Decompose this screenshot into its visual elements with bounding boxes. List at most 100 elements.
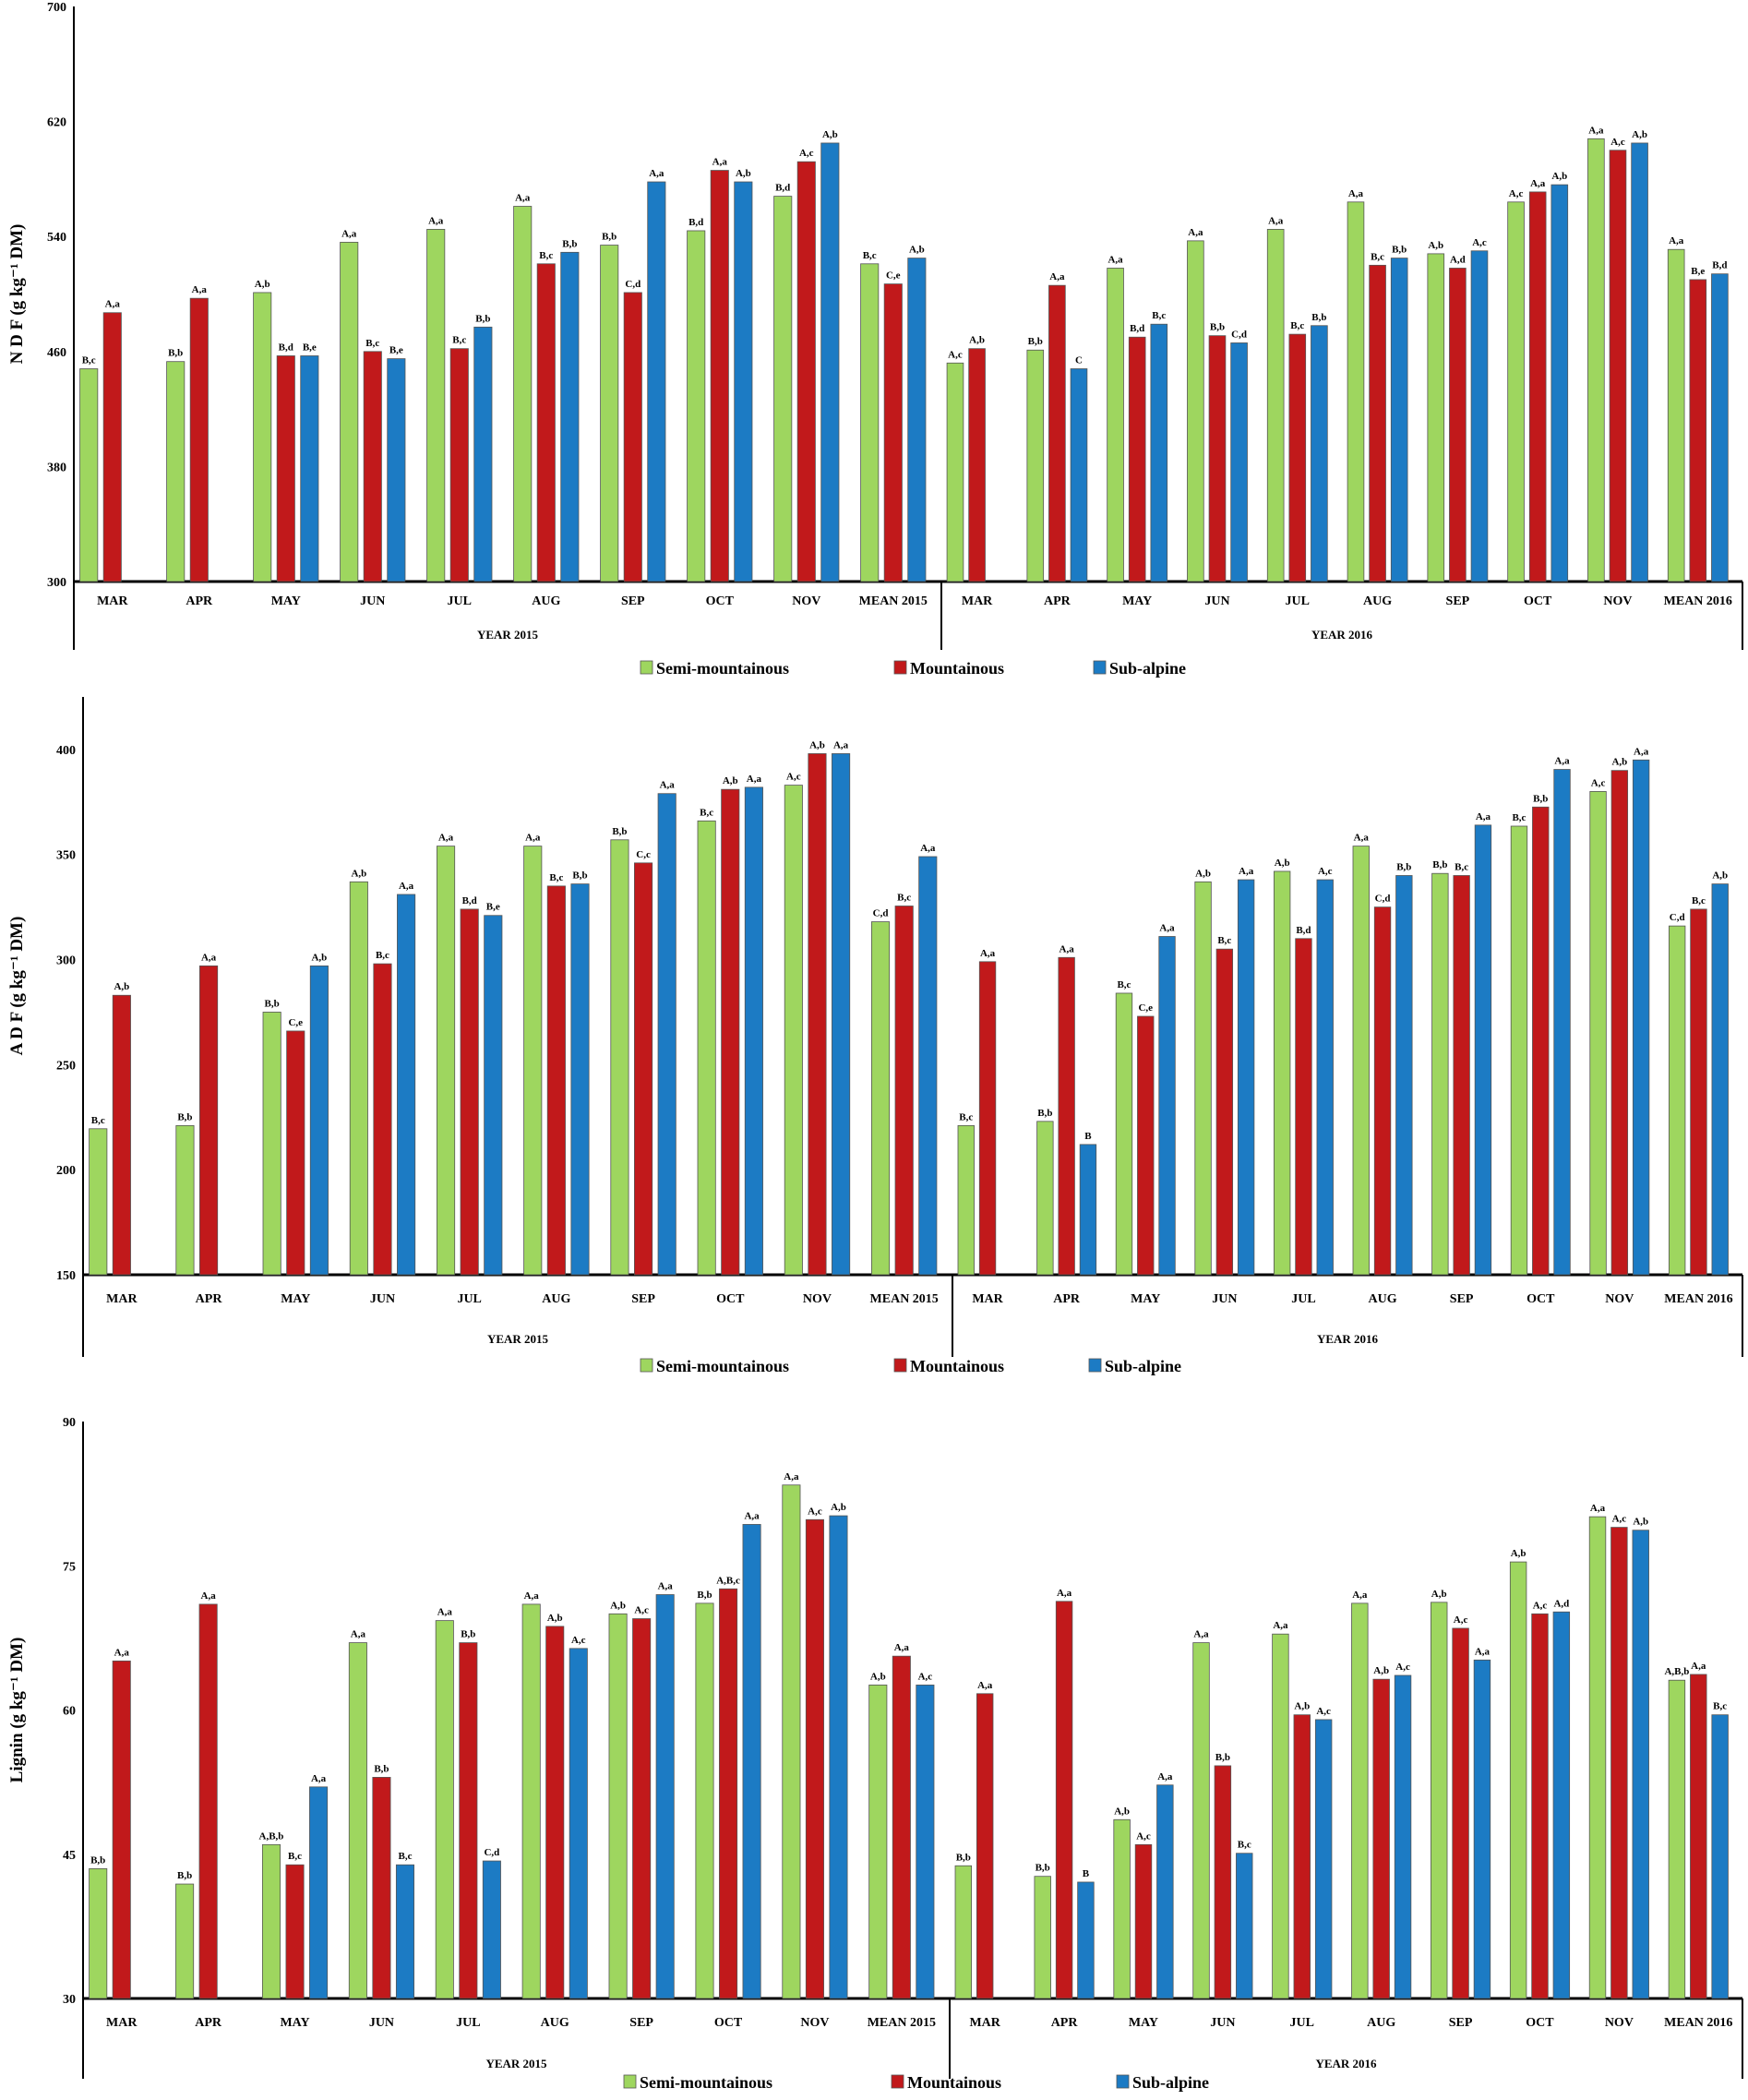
bar-semi-mountainous (348, 1642, 367, 1999)
significance-label: A,a (1590, 1503, 1606, 1514)
significance-label: A,B,c (716, 1575, 740, 1586)
significance-label: A,b (822, 129, 838, 140)
bar-sub-alpine (482, 1860, 501, 1999)
category-label: OCT (1524, 594, 1552, 608)
bar-semi-mountainous (1272, 1633, 1289, 1999)
bar-semi-mountainous (436, 846, 456, 1276)
bar-mountainous (536, 263, 556, 582)
bar-mountainous (1610, 1527, 1628, 1999)
significance-label: A,b (1633, 1517, 1648, 1528)
year-label: YEAR 2016 (1317, 1332, 1379, 1346)
bar-semi-mountainous (870, 921, 891, 1276)
significance-label: A,b (1294, 1701, 1310, 1712)
bar-sub-alpine (1552, 1611, 1571, 1999)
significance-label: B,c (700, 807, 713, 818)
bar-sub-alpine (560, 251, 580, 582)
bar-mountainous (634, 862, 653, 1276)
significance-label: A,c (1472, 237, 1487, 248)
bar-sub-alpine (916, 1685, 935, 1999)
significance-label: A,c (1136, 1830, 1151, 1842)
y-tick-label: 90 (63, 1416, 76, 1430)
significance-label: B,c (863, 250, 877, 261)
y-tick-label: 540 (47, 231, 66, 245)
bar-semi-mountainous (523, 846, 543, 1276)
bar-mountainous (710, 170, 729, 582)
significance-label: A,a (1588, 125, 1604, 136)
significance-label: A,a (1530, 178, 1546, 189)
category-label: AUG (1368, 1292, 1396, 1306)
bar-mountainous (189, 297, 209, 582)
significance-label: A,b (736, 168, 751, 179)
bar-mountainous (1058, 956, 1075, 1276)
significance-label: A,a (1193, 1629, 1209, 1640)
category-label: MAY (1129, 2016, 1158, 2030)
bar-semi-mountainous (610, 839, 629, 1276)
legend-label: Mountainous (910, 1357, 1004, 1375)
significance-label: A,a (1354, 833, 1370, 844)
significance-label: C,d (625, 279, 641, 290)
category-label: APR (196, 1292, 223, 1306)
bar-mountainous (1531, 1613, 1549, 1999)
significance-label: A,b (969, 335, 985, 346)
bar-sub-alpine (569, 1648, 588, 1999)
bar-sub-alpine (907, 258, 927, 582)
bar-semi-mountainous (1351, 1602, 1369, 1999)
year-label: YEAR 2016 (1315, 2057, 1377, 2070)
bar-mountainous (1214, 1765, 1232, 1999)
significance-label: A,c (918, 1671, 933, 1682)
legend-swatch (1116, 2074, 1130, 2089)
legend-swatch (623, 2074, 637, 2089)
bar-sub-alpine (1632, 1530, 1649, 1999)
significance-label: B,c (398, 1851, 412, 1862)
bar-sub-alpine (918, 856, 938, 1276)
significance-label: A,a (747, 774, 762, 785)
significance-label: B,c (452, 335, 466, 346)
category-label: NOV (1605, 1292, 1634, 1306)
bar-sub-alpine (1236, 1853, 1253, 1999)
significance-label: B,c (959, 1111, 973, 1122)
category-label: MAR (972, 1292, 1003, 1306)
category-label: APR (186, 594, 213, 608)
significance-label: A,b (1632, 129, 1647, 140)
significance-label: A,b (547, 1613, 563, 1624)
significance-label: A,b (1195, 868, 1211, 879)
bar-semi-mountainous (175, 1124, 195, 1276)
bar-mountainous (976, 1693, 994, 1999)
significance-label: A,a (1691, 1661, 1706, 1672)
bar-semi-mountainous (513, 206, 533, 582)
category-label: APR (195, 2016, 222, 2030)
bar-semi-mountainous (1352, 846, 1370, 1276)
bar-sub-alpine (829, 1515, 848, 1999)
bar-mountainous (1288, 333, 1307, 582)
bar-mountainous (363, 351, 382, 582)
bar-semi-mountainous (1509, 1561, 1527, 1999)
category-label: NOV (1605, 2016, 1634, 2030)
bar-mountainous (894, 906, 914, 1276)
y-tick-label: 400 (56, 744, 76, 758)
significance-label: A,a (525, 833, 541, 844)
bar-sub-alpine (647, 181, 666, 582)
bar-sub-alpine (1394, 1674, 1412, 1999)
significance-label: B,c (1238, 1840, 1251, 1851)
bar-mountainous (808, 753, 827, 1276)
bar-semi-mountainous (261, 1843, 281, 1999)
legend-label: Mountainous (907, 2073, 1001, 2092)
bar-semi-mountainous (435, 1620, 454, 1999)
bar-sub-alpine (395, 1864, 415, 1999)
category-label: NOV (792, 594, 820, 608)
bar-semi-mountainous (1668, 925, 1686, 1276)
significance-label: A,a (311, 1773, 327, 1784)
bar-sub-alpine (744, 786, 763, 1276)
significance-label: A,a (351, 1629, 366, 1640)
bar-sub-alpine (1550, 184, 1569, 582)
bar-sub-alpine (734, 181, 753, 582)
significance-label: B,b (90, 1854, 105, 1866)
bar-semi-mountainous (1668, 1679, 1686, 1999)
category-label: JUL (1291, 1292, 1315, 1306)
bar-semi-mountainous (782, 1484, 801, 1999)
category-label: JUL (457, 1292, 481, 1306)
significance-label: A,a (658, 1581, 674, 1592)
significance-label: A,c (1610, 137, 1625, 148)
significance-label: A,a (105, 299, 121, 310)
category-label: JUN (1210, 2016, 1235, 2030)
